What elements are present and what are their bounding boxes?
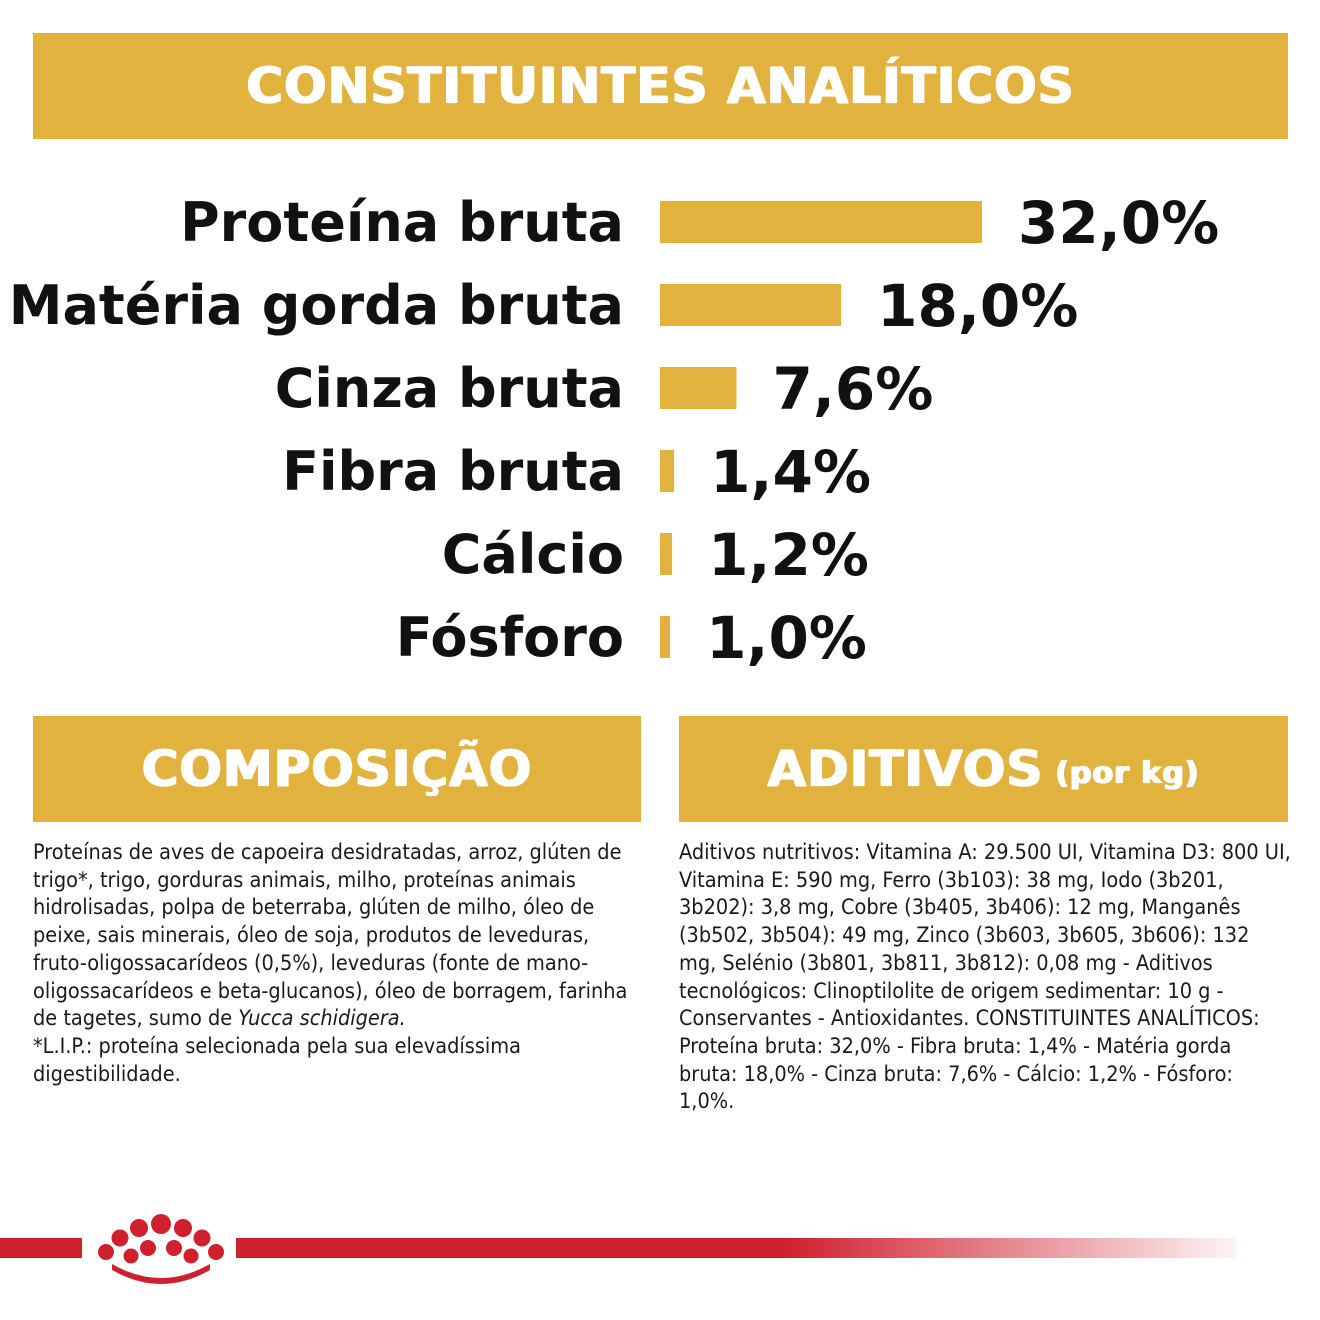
bar (660, 201, 982, 243)
bar (660, 284, 842, 326)
bar (660, 450, 675, 492)
bar (660, 367, 737, 409)
composicao-text-note: *L.I.P.: proteína selecionada pela sua e… (33, 1033, 521, 1087)
value-label: 1,2% (708, 521, 869, 589)
nutrient-bar-chart: Proteína bruta 32,0% Matéria gorda bruta 18… (9, 189, 1219, 672)
royal-canin-crown-icon (92, 1208, 230, 1284)
aditivos-text: Aditivos nutritivos: Vitamina A: 29.500 … (679, 840, 1291, 1115)
category-label: Matéria gorda bruta (9, 274, 624, 337)
composicao-text: Proteínas de aves de capoeira desidratad… (33, 839, 633, 1088)
aditivos-title-suffix: (por kg) (1055, 755, 1200, 791)
value-label: 7,6% (772, 355, 933, 423)
aditivos-banner: ADITIVOS (por kg) (679, 716, 1288, 822)
bar (660, 533, 673, 575)
category-label: Proteína bruta (180, 191, 624, 254)
value-label: 1,0% (706, 604, 867, 672)
category-label: Cinza bruta (275, 357, 624, 420)
bar (660, 616, 671, 658)
composicao-text-main: Proteínas de aves de capoeira desidratad… (33, 840, 628, 1032)
footer-line-left (0, 1238, 82, 1258)
composicao-text-italic: Yucca schidigera. (238, 1006, 406, 1032)
composicao-title: COMPOSIÇÃO (141, 740, 533, 798)
aditivos-title: ADITIVOS (767, 740, 1044, 798)
value-label: 32,0% (1018, 189, 1219, 257)
category-label: Fósforo (396, 606, 624, 669)
value-label: 18,0% (877, 272, 1078, 340)
composicao-banner: COMPOSIÇÃO (33, 716, 641, 822)
category-label: Cálcio (442, 523, 624, 586)
category-label: Fibra bruta (282, 440, 624, 503)
page-title: CONSTITUINTES ANALÍTICOS (246, 57, 1075, 115)
footer-line-right (236, 1238, 1236, 1258)
value-label: 1,4% (710, 438, 871, 506)
header-banner: CONSTITUINTES ANALÍTICOS (33, 33, 1288, 139)
